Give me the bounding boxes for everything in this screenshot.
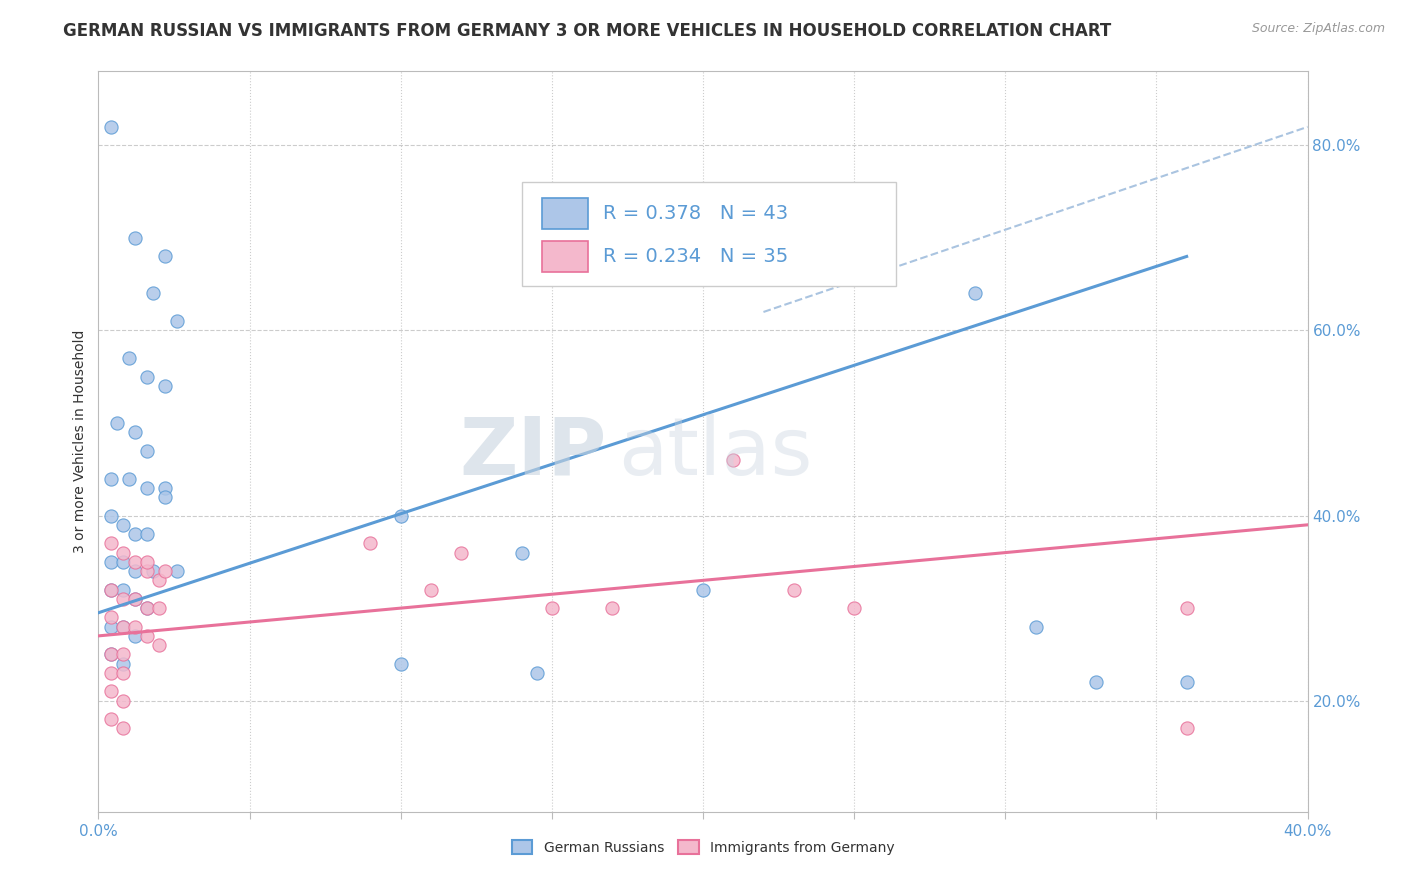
Point [111, 722, 134, 736]
Point [844, 601, 866, 615]
Point [526, 665, 548, 680]
Point [389, 657, 412, 671]
Point [111, 582, 134, 597]
Point [105, 416, 128, 430]
Point [124, 591, 146, 606]
Point [135, 369, 157, 384]
Point [135, 555, 157, 569]
Point [111, 591, 134, 606]
Point [124, 619, 146, 633]
Point [124, 425, 146, 440]
Point [1175, 601, 1198, 615]
Point [135, 601, 157, 615]
Point [100, 684, 122, 698]
Point [111, 657, 134, 671]
Point [135, 443, 157, 458]
Point [166, 314, 188, 328]
Point [100, 582, 122, 597]
Point [783, 582, 806, 597]
Point [540, 601, 562, 615]
Point [118, 351, 141, 366]
Point [100, 555, 122, 569]
Point [111, 619, 134, 633]
Text: GERMAN RUSSIAN VS IMMIGRANTS FROM GERMANY 3 OR MORE VEHICLES IN HOUSEHOLD CORREL: GERMAN RUSSIAN VS IMMIGRANTS FROM GERMAN… [63, 22, 1112, 40]
Point [602, 601, 624, 615]
Point [723, 453, 745, 467]
Point [153, 564, 176, 578]
Point [148, 574, 170, 588]
Text: R = 0.234   N = 35: R = 0.234 N = 35 [603, 247, 787, 266]
Point [153, 490, 176, 504]
Point [118, 471, 141, 485]
Point [1175, 675, 1198, 690]
Point [111, 555, 134, 569]
FancyBboxPatch shape [543, 241, 588, 272]
Point [124, 564, 146, 578]
Text: ZIP: ZIP [458, 414, 606, 491]
Point [148, 638, 170, 652]
Point [111, 619, 134, 633]
Point [153, 379, 176, 393]
Point [1175, 722, 1198, 736]
Point [389, 508, 412, 523]
Point [692, 582, 714, 597]
Point [148, 601, 170, 615]
Point [100, 712, 122, 726]
Point [153, 481, 176, 495]
Point [153, 250, 176, 264]
Text: R = 0.378   N = 43: R = 0.378 N = 43 [603, 204, 787, 223]
Point [100, 120, 122, 134]
Point [100, 582, 122, 597]
Point [510, 546, 533, 560]
Point [420, 582, 443, 597]
Point [360, 536, 382, 550]
Point [124, 231, 146, 245]
Point [135, 481, 157, 495]
Point [124, 527, 146, 541]
Point [111, 648, 134, 662]
Point [111, 546, 134, 560]
Text: Source: ZipAtlas.com: Source: ZipAtlas.com [1251, 22, 1385, 36]
Point [1085, 675, 1108, 690]
Point [135, 564, 157, 578]
Point [124, 555, 146, 569]
Point [111, 694, 134, 708]
Point [100, 648, 122, 662]
Text: atlas: atlas [619, 414, 813, 491]
Point [965, 286, 987, 301]
FancyBboxPatch shape [522, 183, 897, 286]
Point [1024, 619, 1046, 633]
Point [166, 564, 188, 578]
Point [100, 665, 122, 680]
Point [100, 536, 122, 550]
Point [111, 517, 134, 532]
Point [124, 629, 146, 643]
Point [100, 610, 122, 624]
Point [450, 546, 472, 560]
Point [111, 665, 134, 680]
FancyBboxPatch shape [543, 198, 588, 229]
Point [124, 591, 146, 606]
Point [142, 286, 165, 301]
Point [135, 527, 157, 541]
Point [135, 601, 157, 615]
Point [135, 629, 157, 643]
Y-axis label: 3 or more Vehicles in Household: 3 or more Vehicles in Household [73, 330, 87, 553]
Point [142, 564, 165, 578]
Legend: German Russians, Immigrants from Germany: German Russians, Immigrants from Germany [506, 835, 900, 860]
Point [100, 508, 122, 523]
Point [100, 619, 122, 633]
Point [100, 648, 122, 662]
Point [100, 471, 122, 485]
